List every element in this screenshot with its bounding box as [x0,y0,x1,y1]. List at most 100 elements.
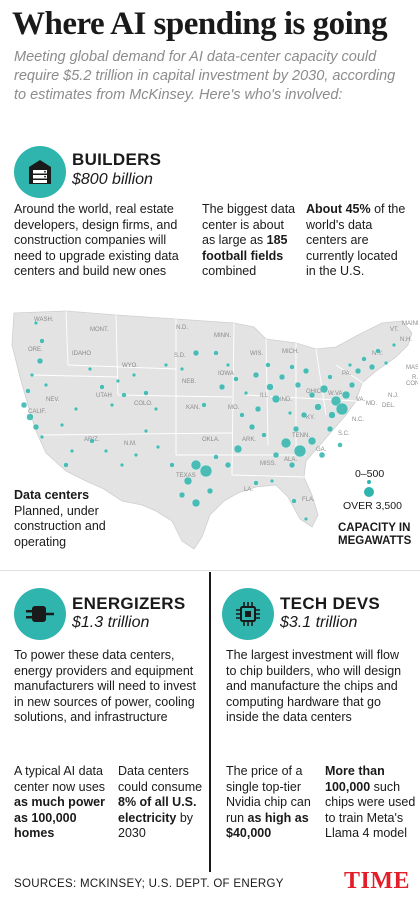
energizers-heading: ENERGIZERS [72,594,186,613]
data-center-dot [213,454,219,460]
data-center-dot [206,487,214,495]
data-center-dot [269,478,275,484]
state-label: S.C. [338,431,350,437]
us-land-shape [11,310,413,550]
data-center-dot [153,406,159,412]
state-label: OKLA. [202,437,220,443]
data-center-dot [225,362,231,368]
data-center-dot [224,461,232,469]
data-center-dot [272,451,280,459]
data-center-dot [265,362,271,368]
data-center-dot [32,423,40,431]
server-rack-icon [14,146,66,198]
techdevs-heading: TECH DEVS [280,594,380,613]
state-label: R.I. [412,375,418,381]
data-center-dot [143,428,149,434]
data-center-dot [191,498,201,508]
data-center-dot [318,451,326,459]
data-center-dot [271,394,281,404]
subtitle: Meeting global demand for AI data-center… [14,49,396,103]
data-center-dot [314,403,322,411]
time-logo: TIME [343,868,410,894]
techdevs-fact-chips: More than 100,000 such chips were used t… [325,764,416,840]
data-center-dot [133,452,139,458]
column-divider [209,572,211,872]
data-center-dot [99,384,105,390]
data-center-dot [341,390,351,400]
state-label: WIS. [250,351,263,357]
data-center-dot [368,363,376,371]
state-label: COLO. [134,401,153,407]
data-center-dot [36,357,44,365]
state-label: UTAH [96,393,112,399]
state-label: KAN. [186,405,200,411]
section-divider [0,570,420,571]
data-center-dot [254,405,262,413]
data-center-dot [218,383,226,391]
data-center-dot [261,432,267,438]
data-center-dot [63,462,69,468]
state-label: MASS. [406,365,418,371]
data-center-dot [73,406,79,412]
state-label: MONT. [90,327,109,333]
state-label: NEV. [46,397,60,403]
data-center-dot [39,338,45,344]
state-label: N.M. [124,441,137,447]
state-label: DEL. [382,403,396,409]
techdevs-amount: $3.1 trillion [280,614,358,631]
state-label: W.VA. [328,391,345,397]
state-label: MINN. [214,333,231,339]
state-label: N.H. [400,337,412,343]
builders-amount: $800 billion [72,171,153,188]
state-label: S.D. [174,353,186,359]
page-title: Where AI spending is going [12,6,388,42]
state-label: CALIF. [28,409,46,415]
state-label: N.J. [388,393,399,399]
data-center-dot [302,367,310,375]
data-center-dot [319,384,329,394]
data-center-dot [192,349,200,357]
data-center-dot [69,448,75,454]
data-center-dot [294,381,302,389]
data-center-dot [155,444,161,450]
data-center-dot [179,366,185,372]
data-center-dot [239,412,245,418]
state-label: VT. [390,327,399,333]
data-center-dot [335,402,349,416]
data-center-dot [121,392,127,398]
builders-heading: BUILDERS [72,150,162,169]
legend-large-dot [364,487,374,497]
data-center-dot [300,411,308,419]
data-center-dot [289,364,295,370]
energizers-body: To power these data centers, energy prov… [14,648,197,724]
data-center-dot [169,462,175,468]
data-center-dot [348,381,356,389]
energizers-fact-electricity: Data centers could consume 8% of all U.S… [118,764,203,840]
state-label: TEXAS [176,473,196,479]
data-center-dot [391,342,397,348]
energizers-fact-homes: A typical AI data center now uses as muc… [14,764,106,840]
state-label: WASH. [34,317,54,323]
data-center-dot [190,459,202,471]
data-center-dot [39,434,45,440]
state-label: IDAHO [72,351,91,357]
state-label: GA. [316,447,327,453]
data-center-dot [178,491,186,499]
data-center-dot [326,425,334,433]
data-center-dot [131,372,137,378]
data-center-dot [292,425,300,433]
data-center-dot [87,366,93,372]
state-label: MISS. [260,461,277,467]
data-center-dot [119,462,125,468]
state-label: ARK. [242,437,256,443]
state-label: N.Y. [372,351,383,357]
data-center-dot [280,437,292,449]
data-center-dot [307,436,317,446]
state-label: MAINE [402,321,418,327]
data-center-dot [303,516,309,522]
data-center-dot [25,388,31,394]
state-label: VA. [356,397,366,403]
data-center-dot [375,348,381,354]
data-center-dot [43,382,49,388]
data-center-dot [115,378,121,384]
